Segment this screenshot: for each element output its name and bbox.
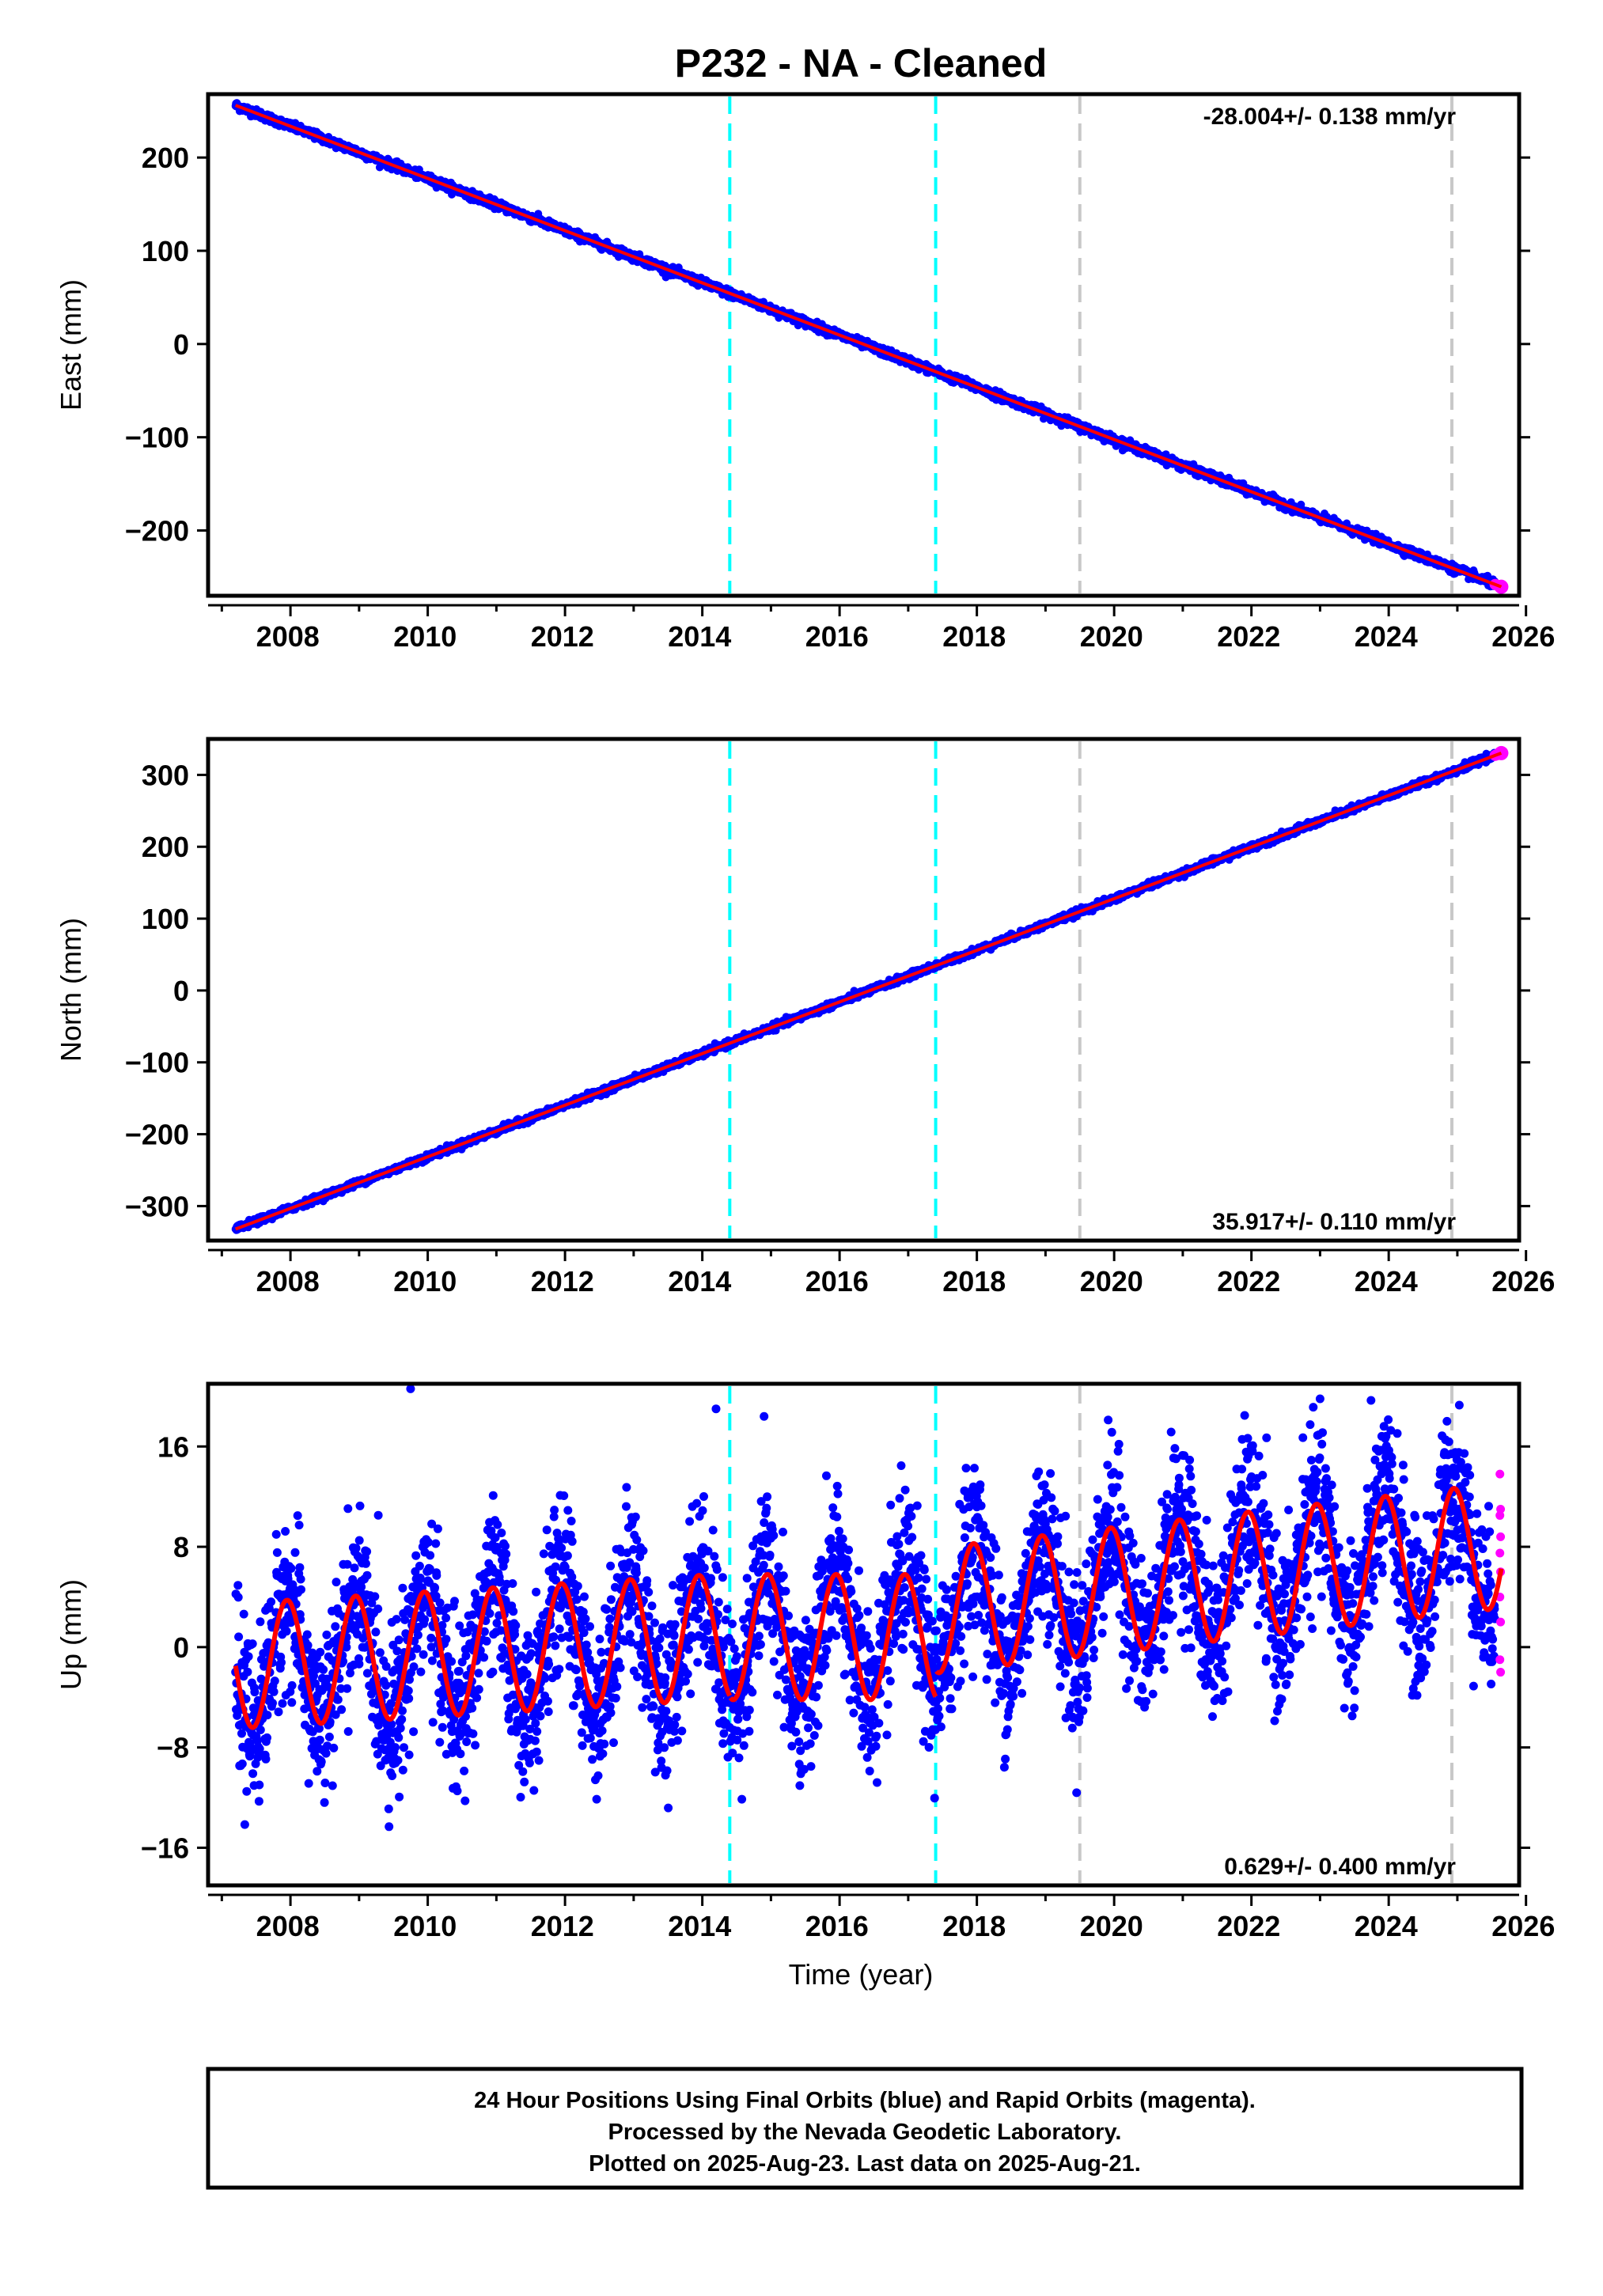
x-tick-label: 2022 [1217,620,1280,653]
figure-title: P232 - NA - Cleaned [675,41,1048,85]
y-tick-label: 0 [173,328,189,361]
velocity-label: -28.004+/- 0.138 mm/yr [1203,104,1457,130]
model-fit-line [234,104,1503,589]
x-tick-label: 2020 [1080,620,1143,653]
y-axis-label: East (mm) [55,279,87,411]
north-panel: 2008 2010 2012 2014 2016 2018 2020 2022 2024 2026… [55,737,1555,1298]
x-tick-label: 2012 [531,620,594,653]
rapid-orbit-point [1494,579,1509,594]
y-tick-label: −200 [125,515,189,547]
y-tick-label: −100 [125,422,189,454]
x-tick-label: 2008 [256,620,320,653]
x-tick-label: 2026 [1491,620,1555,653]
y-tick-label: 100 [142,235,189,267]
y-tick-label: 200 [142,142,189,174]
east-panel: 2008 2010 2012 2014 2016 2018 2020 2022 2024 2026… [55,92,1555,653]
x-tick-label: 2010 [393,620,457,653]
x-tick-label: 2018 [942,620,1006,653]
x-tick-label: 2024 [1355,620,1418,653]
x-tick-label: 2016 [805,620,869,653]
x-tick-label: 2014 [668,620,731,653]
